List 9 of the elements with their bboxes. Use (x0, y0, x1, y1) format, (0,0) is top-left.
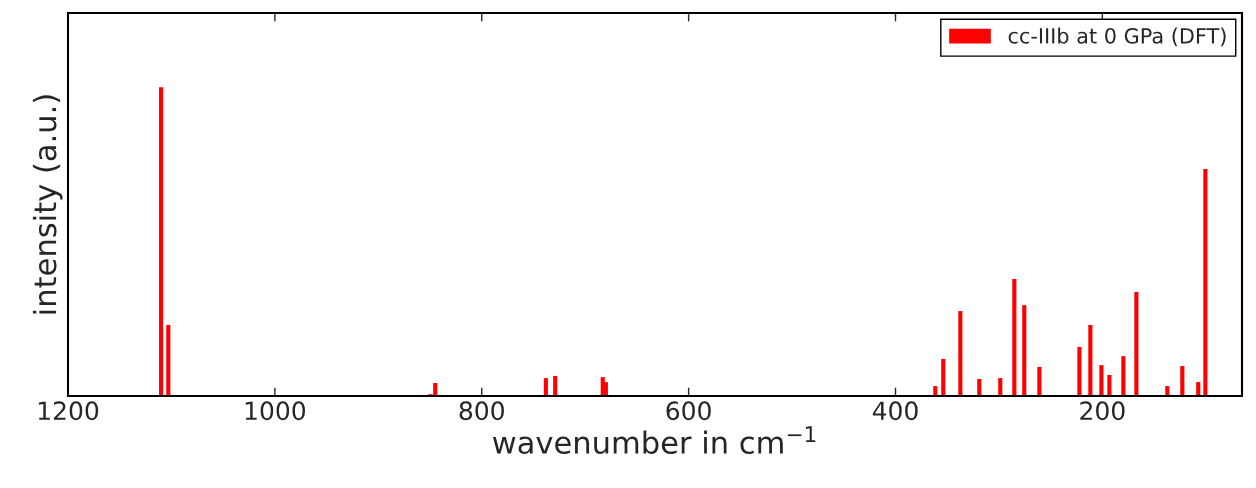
x-tick-label: 1000 (245, 401, 306, 421)
x-tick-label: 200 (1080, 401, 1125, 421)
legend-label: cc-IIIb at 0 GPa (DFT) (1008, 27, 1226, 47)
x-tick-label: 1200 (38, 401, 99, 421)
x-tick-label: 400 (872, 401, 918, 421)
x-axis-title: wavenumber in cm$^{−1}$ (492, 426, 816, 455)
x-tick-label: 800 (459, 401, 504, 421)
y-axis-title: intensity (a.u.) (32, 95, 63, 314)
x-tick-label: 600 (666, 401, 711, 421)
